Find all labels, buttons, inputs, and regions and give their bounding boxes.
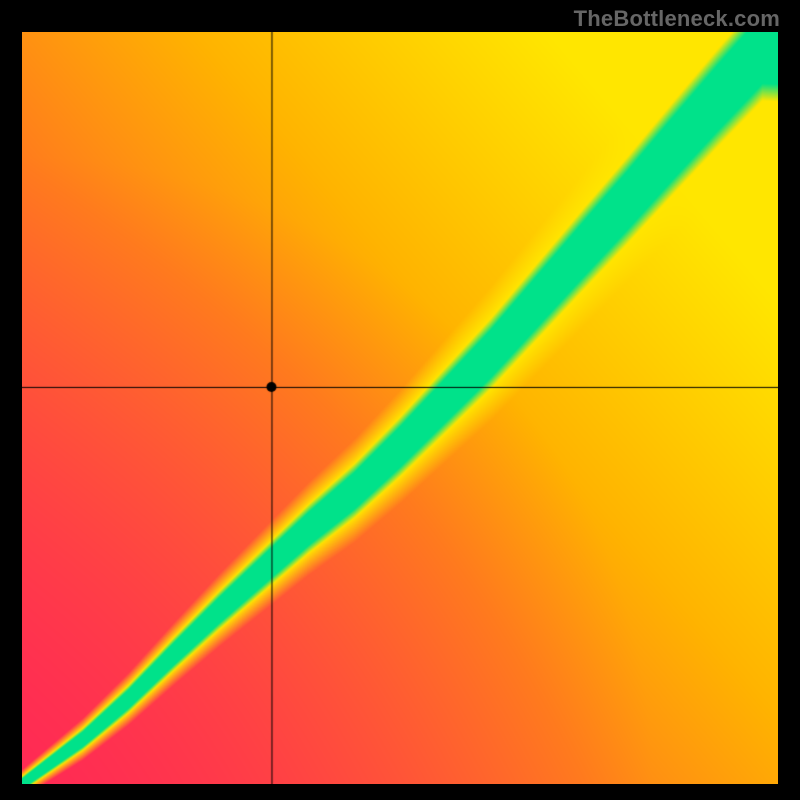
plot-area [22,32,778,784]
chart-container: TheBottleneck.com [0,0,800,800]
heatmap-canvas [22,32,778,784]
watermark-label: TheBottleneck.com [574,6,780,32]
